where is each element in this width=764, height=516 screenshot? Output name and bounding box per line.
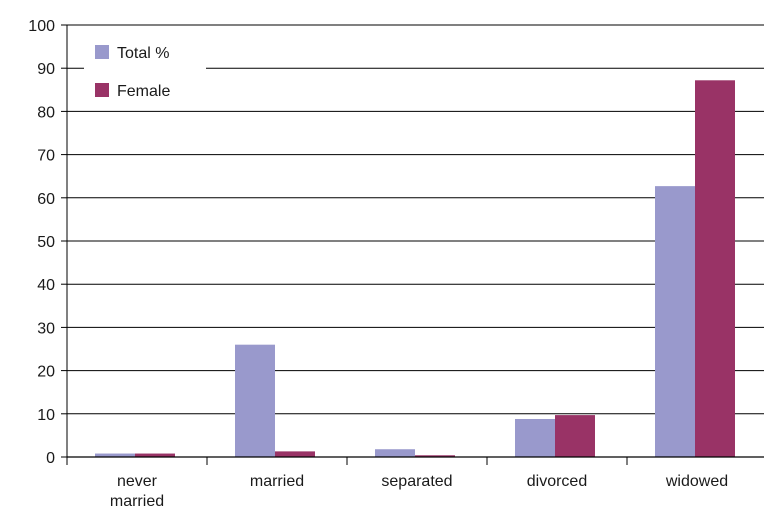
x-category-label: divorced (527, 473, 587, 490)
x-category-label: married (250, 473, 304, 490)
y-tick-label: 90 (37, 61, 55, 78)
y-tick-label: 70 (37, 148, 55, 165)
axes: 0 10 20 30 40 50 60 70 80 90 100 never married marrie… (28, 18, 764, 510)
legend-label: Total % (117, 45, 169, 62)
y-tick-label: 0 (46, 450, 55, 467)
y-tick-label: 100 (28, 18, 55, 35)
y-tick-label: 40 (37, 277, 55, 294)
bar-total (655, 186, 695, 458)
legend-swatch (95, 83, 109, 97)
x-category-label-line: widowed (665, 473, 728, 490)
bars (95, 80, 735, 458)
bar-total (235, 344, 275, 457)
bar-total (375, 449, 415, 457)
y-tick-label: 60 (37, 191, 55, 208)
x-category-label-line: separated (381, 473, 452, 490)
bar-total (95, 453, 135, 457)
y-tick-label: 50 (37, 234, 55, 251)
y-tick-label: 30 (37, 320, 55, 337)
gridlines (67, 24, 764, 415)
legend-swatch (95, 45, 109, 59)
legend-label: Female (117, 83, 170, 100)
y-tick-label: 20 (37, 364, 55, 381)
bar-female (695, 80, 735, 458)
y-tick-label: 80 (37, 104, 55, 121)
bar-female (135, 453, 175, 457)
bar-female (555, 415, 595, 457)
bar-female (275, 451, 315, 457)
x-category-label-line: married (110, 493, 164, 510)
x-category-label-line: never (117, 473, 158, 490)
legend: Total % Female (84, 29, 206, 109)
x-category-label: separated (381, 473, 452, 490)
x-category-label-line: divorced (527, 473, 587, 490)
bar-total (515, 418, 555, 457)
y-tick-label: 10 (37, 407, 55, 424)
x-category-label: never married (110, 473, 164, 510)
x-category-label-line: married (250, 473, 304, 490)
x-category-label: widowed (665, 473, 728, 490)
bar-female (415, 455, 455, 457)
